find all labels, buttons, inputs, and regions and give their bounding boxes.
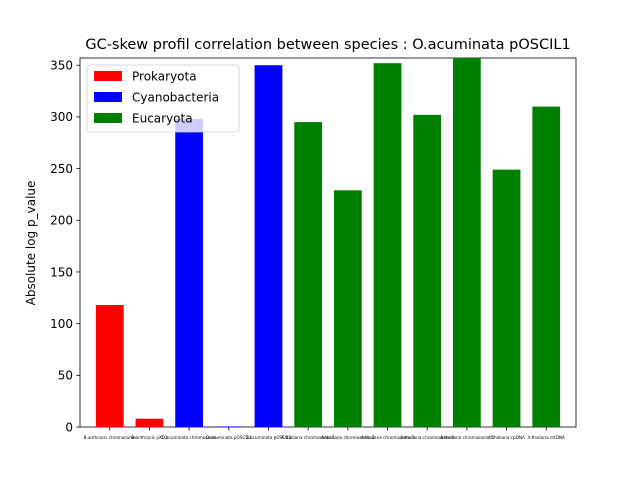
legend-box	[86, 64, 240, 133]
x-tick-label: O.acuminata chromosome	[162, 435, 218, 440]
y-tick-label: 300	[50, 110, 73, 124]
bar-1	[95, 305, 124, 427]
y-tick-label: 50	[58, 369, 73, 383]
y-tick-label: 250	[50, 162, 73, 176]
x-tick-label: A.thaliana chromosome 1	[281, 435, 335, 440]
y-tick-label: 200	[50, 214, 73, 228]
legend-label: Eucaryota	[132, 112, 193, 126]
bar-2	[135, 418, 164, 427]
bar-7	[333, 190, 362, 427]
x-tick-label: A.thaliana chromosome 2	[321, 435, 375, 440]
x-tick-label: A.thaliana chromosome 5	[440, 435, 494, 440]
legend-label: Prokaryota	[132, 70, 197, 84]
bar-9	[413, 114, 442, 427]
x-tick-label: B.anthracis chromosome	[84, 435, 137, 440]
y-axis: 0 50 100 150 200 250 300 350	[50, 59, 80, 434]
y-tick-label: 150	[50, 265, 73, 279]
y-axis-label: Absolute log p_value	[24, 181, 38, 306]
plot-frame	[79, 57, 577, 428]
y-tick-label: 0	[65, 420, 73, 434]
x-tick-label: A.thaliana chromosome 4	[400, 435, 454, 440]
bar-6	[294, 122, 323, 427]
bar-4	[214, 426, 243, 428]
x-tick-label: A.thaliana chromosome 3	[361, 435, 415, 440]
bar-12	[532, 106, 561, 427]
bars	[95, 58, 561, 428]
bar-8	[373, 63, 402, 428]
legend-swatch	[94, 71, 122, 81]
x-tick-label: A.thaliana mtDNA	[528, 435, 566, 440]
legend: Prokaryota Cyanobacteria Eucaryota	[86, 64, 240, 133]
plot-area	[79, 57, 577, 428]
legend-swatch	[94, 113, 122, 123]
y-tick-label: 100	[50, 317, 73, 331]
legend-swatch	[94, 92, 122, 102]
x-tick-label: O.acuminata pOSCIL2	[246, 435, 292, 440]
bar-11	[492, 169, 521, 427]
chart-title: GC-skew profil correlation between speci…	[85, 37, 570, 53]
x-tick-label: O.acuminata pOSCIL1	[206, 435, 252, 440]
x-tick-label: B.anthracis pXO1	[131, 435, 168, 440]
legend-label: Cyanobacteria	[132, 91, 219, 105]
bar-5	[254, 65, 283, 428]
y-tick-label: 350	[50, 59, 73, 73]
bar-3	[175, 118, 204, 427]
bar-10	[452, 58, 481, 427]
x-tick-label: A.thaliana cpDNA	[488, 435, 525, 440]
